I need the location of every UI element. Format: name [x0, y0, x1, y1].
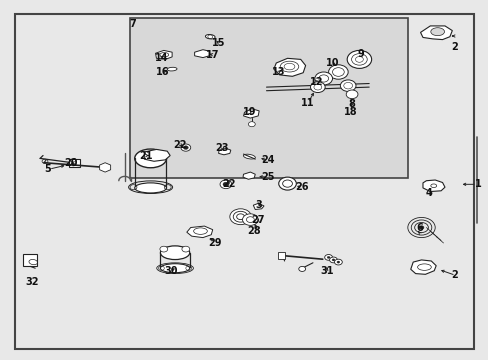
Polygon shape [144, 149, 170, 161]
Text: 32: 32 [25, 276, 39, 287]
Text: 31: 31 [319, 266, 333, 276]
Polygon shape [253, 203, 264, 210]
Circle shape [331, 259, 334, 261]
Text: 27: 27 [251, 215, 264, 225]
Circle shape [346, 90, 357, 99]
Polygon shape [243, 172, 255, 179]
Circle shape [310, 82, 325, 93]
Polygon shape [218, 148, 230, 155]
Text: 5: 5 [44, 164, 51, 174]
Polygon shape [410, 260, 435, 274]
Text: 6: 6 [415, 222, 422, 233]
Text: 1: 1 [474, 179, 481, 189]
Circle shape [346, 50, 371, 68]
Circle shape [220, 180, 231, 189]
Ellipse shape [205, 35, 215, 39]
Ellipse shape [160, 264, 189, 273]
Polygon shape [243, 109, 259, 118]
Text: 30: 30 [164, 266, 178, 276]
Text: 2: 2 [450, 42, 457, 52]
Text: 18: 18 [344, 107, 357, 117]
Circle shape [278, 177, 296, 190]
Polygon shape [420, 26, 451, 40]
Circle shape [326, 256, 329, 258]
Circle shape [329, 257, 337, 263]
Text: 4: 4 [425, 188, 432, 198]
Text: 13: 13 [271, 67, 285, 77]
Bar [69, 159, 80, 167]
Circle shape [242, 214, 258, 225]
Polygon shape [155, 50, 172, 59]
Text: 16: 16 [155, 67, 169, 77]
Text: 9: 9 [357, 49, 364, 59]
Text: 7: 7 [129, 19, 136, 30]
Circle shape [236, 214, 244, 220]
Circle shape [298, 266, 305, 271]
Circle shape [314, 72, 332, 85]
Text: 29: 29 [208, 238, 222, 248]
Bar [277, 252, 284, 259]
Text: 28: 28 [247, 226, 261, 236]
Text: 24: 24 [261, 155, 274, 165]
Circle shape [328, 65, 347, 79]
Text: 2: 2 [450, 270, 457, 280]
Ellipse shape [160, 246, 189, 260]
Polygon shape [422, 180, 444, 192]
Circle shape [182, 246, 189, 252]
Circle shape [334, 259, 342, 265]
Text: 12: 12 [309, 77, 323, 87]
Text: 15: 15 [212, 38, 225, 48]
Bar [23, 253, 37, 266]
Ellipse shape [243, 154, 255, 159]
Ellipse shape [167, 67, 177, 71]
Circle shape [336, 261, 339, 263]
Ellipse shape [134, 183, 166, 193]
Text: 23: 23 [215, 143, 229, 153]
Circle shape [324, 255, 332, 260]
Text: 20: 20 [64, 158, 78, 168]
Text: 21: 21 [139, 150, 152, 161]
Text: 26: 26 [295, 182, 308, 192]
Circle shape [160, 246, 167, 252]
Text: 22: 22 [222, 179, 235, 189]
Circle shape [340, 80, 355, 91]
Text: 22: 22 [173, 140, 186, 150]
Text: 25: 25 [261, 172, 274, 182]
Text: 8: 8 [348, 99, 355, 109]
Polygon shape [273, 58, 305, 76]
Circle shape [181, 144, 190, 151]
Polygon shape [100, 163, 110, 172]
Polygon shape [194, 50, 209, 58]
Text: 10: 10 [325, 58, 339, 68]
Circle shape [229, 209, 251, 225]
Ellipse shape [134, 149, 166, 168]
Polygon shape [186, 226, 212, 238]
Text: 17: 17 [205, 50, 219, 60]
Circle shape [418, 226, 423, 229]
Text: 19: 19 [242, 107, 256, 117]
Text: 14: 14 [154, 53, 168, 63]
Ellipse shape [430, 28, 444, 36]
Circle shape [183, 146, 188, 149]
Circle shape [248, 122, 255, 127]
Bar [129, 18, 407, 178]
Text: 3: 3 [255, 200, 262, 210]
Text: 11: 11 [301, 98, 314, 108]
Circle shape [223, 182, 228, 186]
